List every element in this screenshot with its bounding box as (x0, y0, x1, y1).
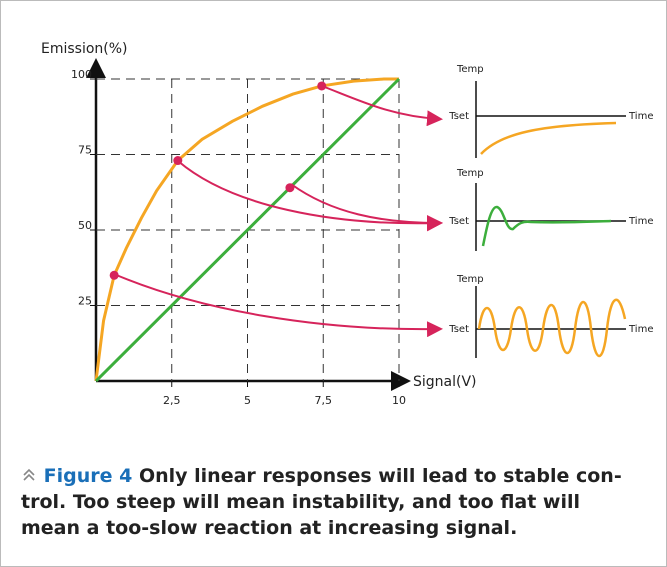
arrow (177, 160, 443, 232)
x-tick-label: 10 (392, 394, 406, 407)
y-tick-label: 25 (78, 295, 92, 308)
arrow (113, 273, 443, 338)
inset-x-label: Time (628, 216, 653, 227)
inset-curve (477, 298, 627, 358)
y-axis-label: Emission(%) (41, 41, 128, 57)
x-tick-label: 7,5 (315, 394, 333, 407)
y-tick-label: 100 (71, 68, 92, 81)
inset-curve (480, 121, 617, 155)
highlight-point (109, 270, 119, 280)
inset-x-label: Time (628, 324, 653, 335)
highlight-point (317, 81, 327, 91)
inset-curve (481, 205, 612, 247)
series-line (94, 77, 401, 383)
caption-line: Only linear responses will lead to stabl… (138, 465, 622, 487)
x-tick-label: 2,5 (163, 394, 181, 407)
caption-label: Figure 4 (43, 465, 133, 487)
caption-line: mean a too-slow reaction at increasing s… (21, 517, 518, 539)
inset-x-label: Time (628, 111, 653, 122)
series-line (94, 77, 399, 382)
y-tick-label: 50 (78, 219, 92, 232)
inset-y-label: Temp (456, 168, 484, 179)
arrow (321, 85, 443, 127)
highlight-point (173, 156, 183, 166)
x-axis-label: Signal(V) (413, 374, 477, 390)
highlight-point (285, 183, 295, 193)
caption: Figure 4 Only linear responses will lead… (21, 463, 651, 541)
chart: Emission(%) Signal(V) 2,5 5 7,5 10 25 50 75 100… (41, 41, 653, 407)
inset-ref-label: Tset (448, 216, 469, 227)
inset-y-label: Temp (456, 274, 484, 285)
arrow (290, 183, 443, 231)
inset-ref-label: Tset (448, 324, 469, 335)
caption-line: trol. Too steep will mean instability, a… (21, 491, 581, 513)
x-tick-label: 5 (244, 394, 251, 407)
arrows (113, 85, 443, 338)
y-tick-label: 75 (78, 144, 92, 157)
inset-ref-label: Tset (448, 111, 469, 122)
insets (475, 81, 627, 358)
inset-y-label: Temp (456, 64, 484, 75)
caption-icon (23, 468, 35, 481)
